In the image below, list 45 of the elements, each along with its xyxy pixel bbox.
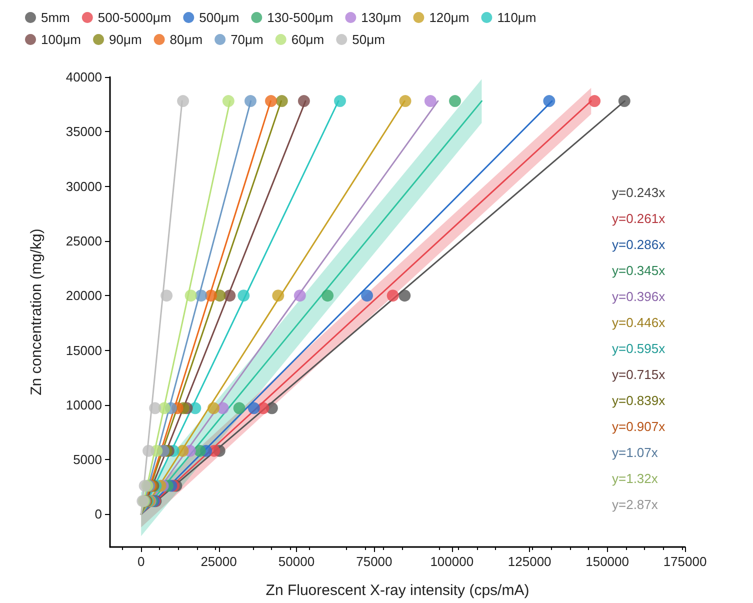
y-tick-label: 10000 — [66, 397, 102, 412]
legend-label: 60μm — [291, 32, 324, 47]
legend-label: 80μm — [170, 32, 203, 47]
x-tick-label: 0 — [137, 554, 145, 569]
y-tick-label: 40000 — [66, 70, 102, 84]
legend-label: 50μm — [352, 32, 385, 47]
legend-label: 500-5000μm — [98, 10, 172, 25]
legend-label: 70μm — [230, 32, 264, 47]
annotation: y=1.32x — [612, 471, 658, 486]
y-tick-label: 30000 — [66, 178, 102, 194]
annotation: y=0.286x — [612, 237, 666, 252]
x-tick-label: 150000 — [586, 554, 629, 569]
y-axis-title: Zn concentration (mg/kg) — [28, 228, 45, 396]
x-axis-title: Zn Fluorescent X-ray intensity (cps/mA) — [266, 582, 530, 599]
x-tick-label: 125000 — [508, 554, 552, 569]
legend-label: 110μm — [497, 10, 536, 25]
y-tick-label: 25000 — [66, 233, 102, 248]
y-tick-label: 20000 — [66, 288, 102, 304]
annotation: y=0.261x — [612, 211, 666, 226]
legend-label: 5mm — [41, 10, 70, 25]
x-tick-label: 75000 — [356, 554, 392, 569]
legend-label: 130μm — [361, 10, 402, 25]
annotation: y=1.07x — [612, 445, 658, 460]
y-tick-label: 0 — [94, 506, 102, 522]
legend-label: 130-500μm — [267, 10, 334, 25]
x-tick-label: 25000 — [200, 554, 237, 569]
annotation: y=0.345x — [612, 263, 666, 278]
annotation: y=2.87x — [612, 497, 658, 512]
x-tick-label: 100000 — [430, 554, 474, 569]
x-tick-label: 50000 — [278, 554, 315, 569]
annotation: y=0.839x — [612, 393, 666, 408]
legend-label: 100μm — [41, 32, 82, 47]
x-tick-label: 175000 — [663, 554, 707, 569]
y-tick-label: 35000 — [66, 124, 102, 140]
y-tick-label: 5000 — [73, 452, 102, 468]
annotation: y=0.595x — [612, 341, 666, 356]
annotation: y=0.715x — [612, 367, 666, 382]
y-tick-label: 15000 — [66, 342, 102, 358]
legend-label: 90μm — [109, 32, 142, 47]
annotation: y=0.907x — [612, 419, 666, 434]
annotation: y=0.446x — [612, 315, 666, 330]
annotation: y=0.396x — [612, 289, 666, 304]
annotation: y=0.243x — [612, 185, 666, 200]
legend-label: 500μm — [199, 10, 240, 25]
legend-label: 120μm — [429, 10, 470, 25]
